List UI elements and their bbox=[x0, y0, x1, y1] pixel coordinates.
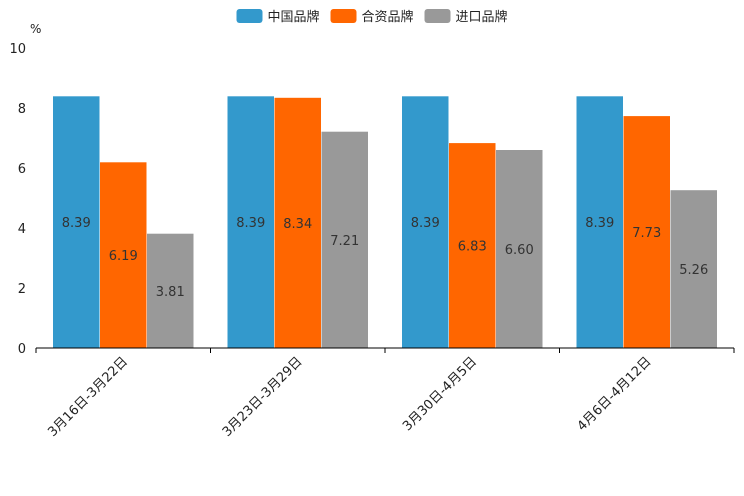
bar-3-4 bbox=[670, 190, 717, 348]
legend-swatch bbox=[424, 9, 451, 23]
x-axis: 3月16日-3月22日 3月23日-3月29日 3月30日-4月5日 4月6日-4月1… bbox=[35, 347, 735, 440]
y-axis-ticks: 0 2 4 6 8 10 bbox=[9, 42, 26, 357]
bar-2-2 bbox=[274, 97, 321, 348]
data-label: 8.39 bbox=[62, 216, 91, 231]
data-label: 8.34 bbox=[283, 217, 312, 232]
legend: 中国品牌 合资品牌 进口品牌 bbox=[236, 9, 508, 25]
data-label: 3.81 bbox=[156, 285, 185, 300]
data-label: 6.19 bbox=[109, 249, 138, 264]
legend-label: 中国品牌 bbox=[268, 9, 320, 25]
data-label: 7.21 bbox=[330, 234, 359, 249]
data-label: 5.26 bbox=[679, 263, 708, 278]
y-tick-label: 8 bbox=[18, 102, 26, 117]
data-label: 6.83 bbox=[458, 240, 487, 255]
legend-swatch bbox=[330, 9, 357, 23]
bar-3-2 bbox=[321, 131, 368, 348]
bar-3-3 bbox=[496, 150, 543, 348]
data-labels: 8.39 8.39 8.39 8.39 6.19 8.34 6.83 7.73 3.81 7.21… bbox=[62, 216, 708, 300]
bar-1-2 bbox=[227, 96, 274, 348]
data-label: 8.39 bbox=[411, 216, 440, 231]
legend-item[interactable]: 进口品牌 bbox=[424, 9, 508, 25]
legend-label: 进口品牌 bbox=[456, 9, 508, 25]
x-tick-label: 4月6日-4月12日 bbox=[575, 354, 655, 434]
y-tick-label: 10 bbox=[9, 42, 26, 57]
y-tick-label: 0 bbox=[18, 342, 26, 357]
data-label: 8.39 bbox=[585, 216, 614, 231]
legend-label: 合资品牌 bbox=[362, 9, 414, 25]
x-tick-label: 3月30日-4月5日 bbox=[400, 354, 480, 434]
bar-1-1 bbox=[53, 96, 100, 348]
bar-1-4 bbox=[576, 96, 623, 348]
bar-2-1 bbox=[100, 162, 147, 348]
y-tick-label: 6 bbox=[18, 162, 26, 177]
bar-3-1 bbox=[147, 233, 194, 348]
legend-item[interactable]: 中国品牌 bbox=[236, 9, 320, 25]
data-label: 6.60 bbox=[505, 243, 534, 258]
y-tick-label: 2 bbox=[18, 282, 26, 297]
x-tick-label: 3月23日-3月29日 bbox=[220, 354, 306, 440]
y-tick-label: 4 bbox=[18, 222, 26, 237]
y-axis-unit-label: % bbox=[30, 22, 41, 36]
x-tick-label: 3月16日-3月22日 bbox=[45, 354, 131, 440]
bar-1-3 bbox=[402, 96, 449, 348]
bars bbox=[53, 96, 717, 348]
data-label: 8.39 bbox=[236, 216, 265, 231]
bar-2-4 bbox=[623, 116, 670, 348]
legend-swatch bbox=[236, 9, 263, 23]
data-label: 7.73 bbox=[632, 226, 661, 241]
bar-2-3 bbox=[449, 143, 496, 348]
legend-item[interactable]: 合资品牌 bbox=[330, 9, 414, 25]
